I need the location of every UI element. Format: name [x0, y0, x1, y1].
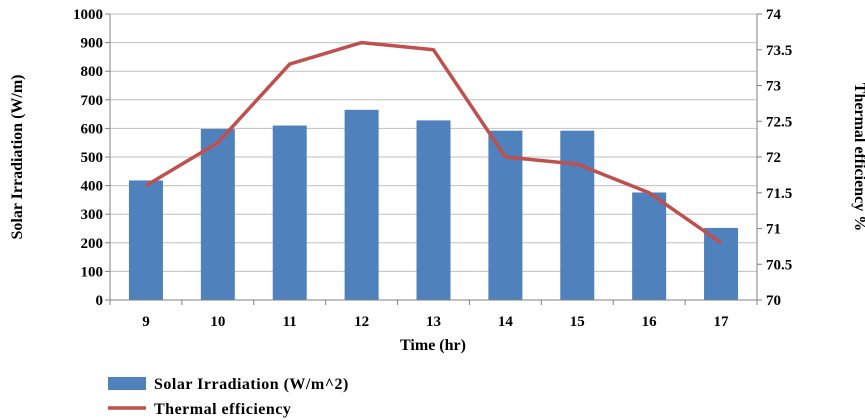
left-tick-label: 800 — [81, 64, 104, 80]
left-tick-label: 700 — [81, 93, 104, 109]
left-axis-title: Solar Irradiation (W/m) — [9, 74, 26, 239]
x-tick-label: 17 — [714, 314, 730, 330]
legend-label-thermal-efficiency: Thermal efficiency — [154, 401, 291, 418]
left-tick-label: 200 — [81, 236, 104, 252]
bar — [272, 125, 307, 300]
right-tick-label: 73 — [766, 79, 781, 95]
legend: Solar Irradiation (W/m^2) Thermal effici… — [108, 376, 349, 418]
bar-series — [128, 109, 739, 300]
right-tick-label: 71.5 — [766, 186, 792, 202]
x-tick-label: 13 — [426, 314, 441, 330]
right-tick-label: 72.5 — [766, 114, 792, 130]
right-axis-tick-labels: 70 70.5 71 71.5 72 72.5 73 73.5 74 — [766, 7, 792, 309]
right-axis-title: Thermal efficiency % — [851, 83, 865, 231]
left-tick-label: 100 — [81, 264, 104, 280]
x-tick-label: 10 — [210, 314, 225, 330]
bar — [344, 109, 379, 300]
x-axis-title: Time (hr) — [400, 337, 466, 354]
x-tick-label: 16 — [642, 314, 658, 330]
left-axis-tick-labels: 0 100 200 300 400 500 600 700 800 900 1000 — [73, 7, 103, 309]
x-tick-label: 15 — [570, 314, 585, 330]
right-tick-label: 70.5 — [766, 257, 792, 273]
line-series — [145, 40, 723, 245]
bar — [632, 192, 667, 300]
legend-swatch-solar-irradiation — [108, 377, 146, 390]
right-tick-label: 71 — [766, 222, 781, 238]
bar — [128, 180, 163, 300]
axes — [105, 13, 762, 305]
x-tick-label: 11 — [283, 314, 297, 330]
right-tick-label: 74 — [766, 7, 782, 23]
right-tick-label: 72 — [766, 150, 781, 166]
legend-label-solar-irradiation: Solar Irradiation (W/m^2) — [154, 376, 349, 393]
bar — [560, 130, 595, 300]
left-tick-label: 500 — [81, 150, 104, 166]
left-tick-label: 300 — [81, 207, 104, 223]
left-tick-label: 1000 — [73, 7, 103, 23]
right-tick-label: 73.5 — [766, 43, 792, 59]
x-tick-label: 12 — [354, 314, 369, 330]
x-tick-label: 9 — [142, 314, 150, 330]
bar — [200, 128, 235, 300]
bar — [704, 227, 739, 300]
left-tick-label: 0 — [96, 293, 104, 309]
bar — [416, 120, 451, 300]
left-tick-label: 900 — [81, 36, 104, 52]
left-tick-label: 600 — [81, 121, 104, 137]
x-tick-label: 14 — [498, 314, 514, 330]
x-axis-tick-labels: 9 10 11 12 13 14 15 16 17 — [142, 314, 729, 330]
right-tick-label: 70 — [766, 293, 781, 309]
left-tick-label: 400 — [81, 179, 104, 195]
